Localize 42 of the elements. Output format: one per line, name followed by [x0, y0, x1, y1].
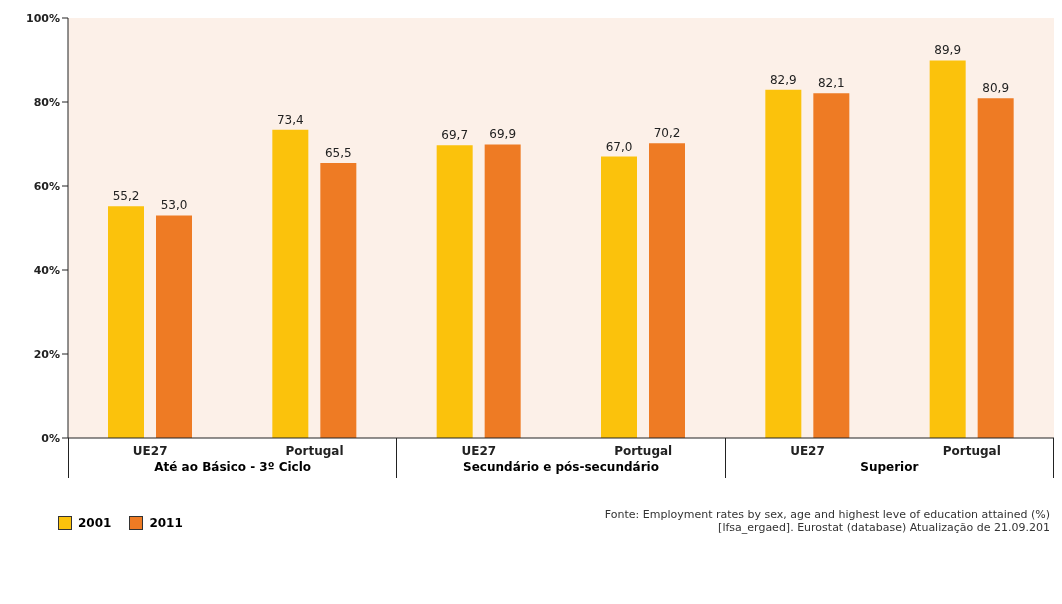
bar: [977, 98, 1014, 438]
data-label: 55,2: [112, 189, 140, 204]
bar: [272, 129, 309, 438]
bar: [765, 89, 802, 438]
data-label: 69,7: [441, 128, 469, 143]
text: Até ao Básico - 3º Ciclo: [154, 460, 312, 474]
bar: [601, 156, 637, 438]
y-tick-label: 80%: [33, 95, 60, 109]
bar: [484, 144, 521, 438]
data-label: 70,2: [653, 126, 681, 141]
data-label: 69,9: [489, 127, 517, 142]
data-label: 89,9: [934, 43, 962, 58]
y-tick-label: 40%: [33, 263, 60, 277]
y-tick-label: 100%: [26, 11, 60, 25]
source-note: Fonte: Employment rates by sex, age and highest leve of education attained (%) [lfsa_ergaed]. Eurostat (database) Atualização de 21.09.201: [603, 508, 1050, 534]
legend-label: 2001: [77, 516, 112, 530]
data-label: 73,4: [276, 112, 304, 127]
bar: [436, 145, 473, 438]
bar: [108, 206, 144, 438]
y-tick-label: 60%: [33, 179, 60, 193]
data-label: 53,0: [160, 198, 188, 213]
x-tick-label: Portugal: [614, 443, 673, 458]
y-tick-label: 0%: [41, 431, 60, 445]
x-tick-label: Portugal: [942, 443, 1001, 458]
text: Secundário e pós-secundário: [463, 460, 659, 474]
text: Superior: [860, 460, 919, 474]
data-label: 80,9: [982, 81, 1010, 96]
data-label: 82,1: [817, 76, 845, 91]
bar: [813, 93, 850, 438]
x-tick-label: UE27: [461, 443, 497, 458]
bar: [929, 60, 966, 438]
x-tick-label: UE27: [790, 443, 825, 458]
bar: [320, 162, 357, 438]
x-tick-label: Portugal: [285, 443, 344, 458]
x-tick-label: UE27: [132, 443, 168, 458]
legend-label: 2011: [148, 516, 183, 530]
bar: [156, 215, 192, 438]
data-label: 67,0: [605, 139, 633, 154]
y-tick-label: 20%: [33, 347, 60, 361]
bar: [649, 143, 685, 438]
data-label: 82,9: [769, 72, 797, 87]
data-label: 65,5: [324, 145, 352, 160]
